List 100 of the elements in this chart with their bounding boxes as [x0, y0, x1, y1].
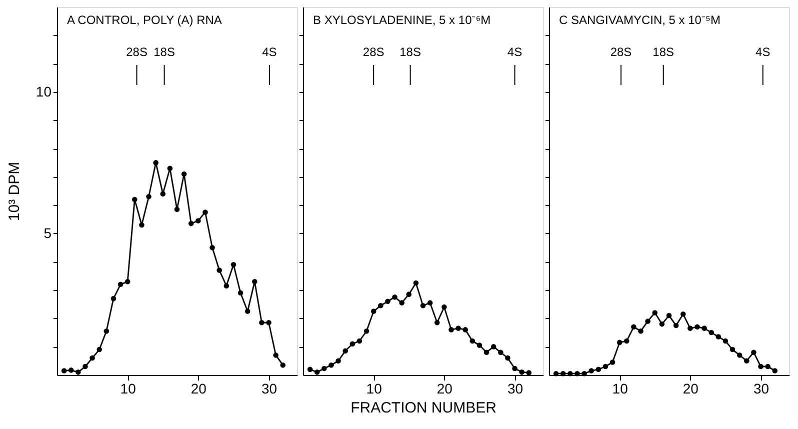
x-axis-title: FRACTION NUMBER — [350, 400, 497, 416]
point — [76, 370, 81, 375]
point — [153, 160, 158, 166]
point — [370, 308, 376, 314]
point — [314, 370, 320, 375]
ref-line-label: 18S — [154, 45, 175, 59]
point — [124, 278, 130, 284]
point — [448, 327, 454, 332]
point — [224, 283, 230, 288]
point — [708, 330, 714, 336]
point — [505, 355, 510, 361]
point — [659, 321, 665, 327]
text: A CONTROL, POLY (A) RNA — [67, 13, 222, 27]
point — [350, 341, 356, 346]
point — [399, 300, 404, 306]
point — [574, 370, 580, 376]
x-tick-label: 10 — [120, 380, 136, 396]
point — [736, 352, 742, 358]
point — [730, 346, 736, 352]
point — [722, 338, 728, 344]
text: B XYLOSYLADENINE, 5 x 10⁻⁶M — [313, 13, 491, 27]
point — [118, 282, 124, 288]
point — [470, 338, 476, 344]
point — [568, 370, 573, 376]
text: C SANGIVAMYCIN, 5 x 10⁻⁵M — [559, 13, 720, 27]
point — [413, 280, 419, 286]
ref-line-label: 18S — [652, 45, 674, 59]
point — [638, 328, 644, 334]
point — [216, 268, 222, 273]
ref-line-label: 28S — [126, 45, 148, 59]
point — [553, 370, 559, 376]
x-tick-label: 30 — [753, 380, 770, 396]
point — [110, 296, 116, 302]
point — [174, 206, 180, 212]
point — [273, 352, 278, 358]
ref-line-label: 4S — [507, 45, 522, 59]
point — [758, 364, 764, 370]
point — [751, 350, 756, 355]
point — [259, 320, 264, 326]
point — [596, 366, 602, 372]
point — [420, 303, 426, 308]
point — [645, 318, 650, 324]
point — [364, 328, 370, 334]
point — [498, 350, 504, 355]
point — [82, 364, 88, 370]
point — [230, 262, 236, 268]
point — [462, 327, 468, 332]
x-tick-label: 20 — [682, 380, 699, 396]
point — [266, 320, 272, 326]
ref-line-label: 4S — [262, 45, 277, 59]
point — [139, 222, 144, 228]
point — [434, 320, 440, 326]
point — [378, 303, 384, 308]
point — [490, 344, 496, 350]
point — [519, 370, 524, 375]
point — [252, 278, 258, 284]
point — [342, 348, 348, 354]
point — [61, 368, 67, 374]
point — [188, 220, 194, 226]
point — [104, 328, 110, 334]
point — [96, 346, 102, 352]
point — [652, 310, 658, 316]
point — [688, 326, 693, 331]
point — [616, 340, 622, 346]
point — [406, 292, 412, 297]
point — [631, 324, 636, 330]
point — [765, 364, 770, 370]
x-tick-label: 20 — [436, 380, 453, 396]
point — [181, 171, 187, 177]
point — [238, 290, 244, 296]
ref-line-label: 4S — [756, 45, 770, 59]
point — [167, 166, 173, 171]
point — [680, 312, 686, 317]
point — [602, 364, 608, 370]
point — [356, 338, 362, 344]
x-tick-label: 30 — [261, 380, 278, 396]
point — [526, 370, 532, 376]
x-tick-label: 30 — [507, 380, 524, 396]
point — [132, 196, 138, 202]
x-tick-label: 10 — [612, 380, 628, 396]
point — [666, 312, 672, 318]
x-tick-label: 10 — [366, 380, 382, 396]
point — [512, 366, 518, 372]
point — [624, 338, 630, 344]
ref-line-label: 28S — [362, 45, 384, 59]
point — [716, 334, 722, 340]
point — [160, 191, 166, 196]
point — [744, 358, 750, 364]
point — [90, 355, 95, 361]
ref-line-label: 28S — [610, 45, 632, 59]
point — [146, 194, 152, 200]
point — [280, 362, 286, 368]
point — [336, 358, 341, 364]
point — [588, 368, 594, 374]
point — [196, 218, 201, 224]
y-axis-title: 10³ DPM — [6, 162, 23, 222]
point — [456, 326, 461, 331]
point — [68, 368, 74, 373]
point — [210, 244, 215, 250]
point — [385, 298, 390, 304]
